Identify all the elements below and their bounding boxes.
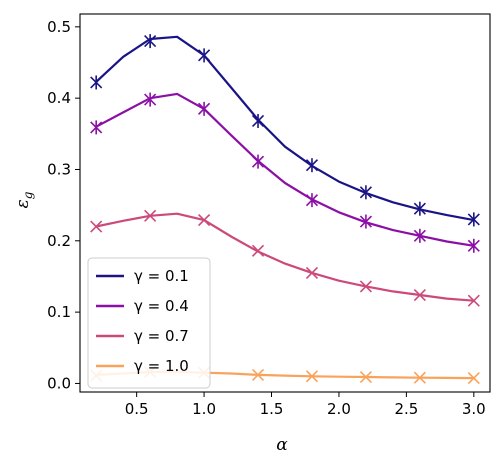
legend-entry-3: γ = 0.7	[96, 327, 189, 345]
x-tick-label: 3.0	[462, 400, 486, 418]
legend: γ = 0.1 γ = 0.4 γ = 0.7 γ = 1.0	[87, 257, 211, 389]
marker-stroke	[413, 371, 426, 384]
marker-stroke	[359, 370, 372, 384]
marker-stroke	[359, 280, 372, 293]
axes-frame	[79, 13, 491, 393]
data-point-2-6	[359, 214, 372, 229]
y-tick-label: 0.5	[47, 18, 71, 36]
legend-entry-2: γ = 0.4	[96, 297, 189, 315]
data-point-1-8	[467, 212, 480, 227]
data-point-2-3	[198, 101, 211, 116]
x-axis-label: α	[276, 435, 288, 455]
x-tick-label: 1.0	[192, 400, 216, 418]
y-tick-label: 0.2	[47, 232, 71, 250]
data-point-1-3	[198, 48, 211, 63]
data-point-3-2	[144, 209, 157, 222]
data-point-1-7	[413, 201, 426, 216]
y-tick-label: 0.4	[47, 89, 71, 107]
x-tick-label: 1.5	[260, 400, 284, 418]
series-line-3	[95, 212, 475, 302]
y-axis-label-main: ε	[13, 199, 33, 208]
y-tick-label: 0.1	[47, 303, 71, 321]
data-point-2-1	[90, 120, 103, 135]
data-point-2-2	[144, 92, 157, 107]
data-point-2-5	[305, 193, 319, 208]
series-line-2	[95, 92, 475, 247]
data-point-3-1	[90, 220, 103, 233]
data-point-2-8	[467, 238, 480, 253]
data-point-3-8	[467, 294, 480, 307]
marker-stroke	[144, 209, 157, 222]
legend-box	[87, 257, 211, 389]
legend-entry-4: γ = 1.0	[96, 357, 189, 375]
data-point-4-6	[359, 370, 372, 384]
legend-entry-1: γ = 0.1	[96, 267, 189, 285]
data-point-1-4	[251, 113, 265, 128]
legend-label: γ = 0.4	[134, 297, 189, 315]
x-tick-label: 2.0	[327, 400, 351, 418]
data-point-1-6	[359, 185, 372, 200]
axes: 0.5 1.0 1.5 2.0 2.5 3.0 0.0 0.1 0.2 0.3 0.4 0.5	[47, 13, 491, 418]
marker-stroke	[413, 288, 426, 302]
data-point-4-4	[251, 368, 265, 381]
x-tick-label: 2.5	[394, 400, 418, 418]
series-line-1	[95, 35, 475, 222]
data-point-4-5	[305, 370, 319, 383]
marker-stroke	[90, 220, 103, 233]
legend-label: γ = 0.1	[134, 267, 189, 285]
marker-stroke	[305, 370, 319, 383]
data-point-1-2	[144, 34, 157, 49]
marker-stroke	[467, 294, 480, 307]
data-point-2-4	[251, 154, 265, 169]
data-point-3-5	[305, 266, 319, 279]
marker-stroke	[251, 244, 265, 257]
data-point-3-7	[413, 288, 426, 302]
legend-label: γ = 0.7	[134, 327, 189, 345]
y-tick-label: 0.0	[47, 374, 71, 392]
data-point-1-1	[90, 75, 103, 90]
data-point-1-5	[305, 158, 319, 173]
marker-stroke	[305, 266, 319, 279]
data-point-3-3	[198, 214, 211, 227]
marker-stroke	[198, 214, 211, 227]
legend-label: γ = 1.0	[134, 357, 189, 375]
x-tick-label: 0.5	[125, 400, 149, 418]
data-point-4-7	[413, 371, 426, 384]
y-axis-label-subscript: g	[21, 191, 35, 199]
data-point-4-8	[467, 372, 480, 385]
marker-stroke	[251, 368, 265, 381]
data-point-2-7	[413, 228, 426, 243]
data-point-3-4	[251, 244, 265, 257]
data-point-3-6	[359, 280, 372, 293]
marker-stroke	[467, 372, 480, 385]
y-axis-label: εg	[13, 191, 35, 208]
y-tick-label: 0.3	[47, 160, 71, 178]
